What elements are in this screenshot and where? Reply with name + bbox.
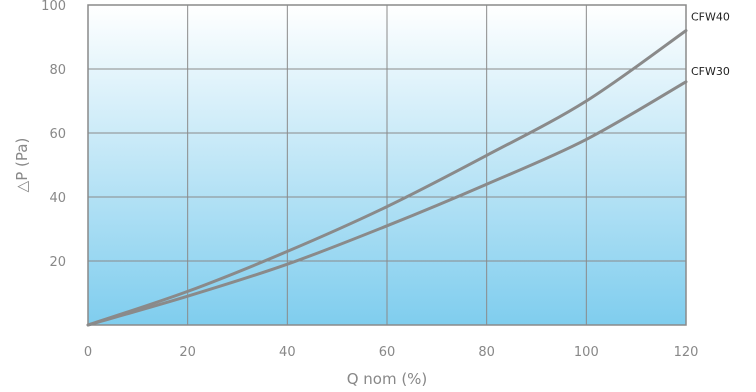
- y-tick-label: 100: [41, 0, 66, 14]
- y-tick-label: 80: [49, 63, 66, 78]
- y-tick-label: 20: [49, 255, 66, 270]
- grid: [88, 5, 686, 325]
- y-tick-label: 60: [49, 127, 66, 142]
- series-line-cfw40: [86, 29, 688, 327]
- y-tick-label: 40: [49, 191, 66, 206]
- x-axis-label: Q nom (%): [347, 370, 428, 388]
- x-tick-labels: 0 20 40 60 80 100 120: [84, 345, 699, 360]
- x-tick-label: 20: [179, 345, 196, 360]
- series-label-cfw30: CFW30: [691, 65, 730, 78]
- x-tick-label: 60: [379, 345, 396, 360]
- x-tick-label: 40: [279, 345, 296, 360]
- y-tick-labels: 20 40 60 80 100: [41, 0, 66, 270]
- x-tick-label: 100: [574, 345, 599, 360]
- x-tick-label: 0: [84, 345, 92, 360]
- series-lines: [86, 29, 688, 327]
- plot-frame: [87, 4, 687, 326]
- series-label-cfw40: CFW40: [691, 11, 730, 24]
- series-line-cfw30: [86, 80, 688, 327]
- x-tick-label: 80: [478, 345, 495, 360]
- y-axis-label: △P (Pa): [13, 138, 31, 193]
- series-labels: CFW40 CFW30: [691, 11, 730, 78]
- x-tick-label: 120: [674, 345, 699, 360]
